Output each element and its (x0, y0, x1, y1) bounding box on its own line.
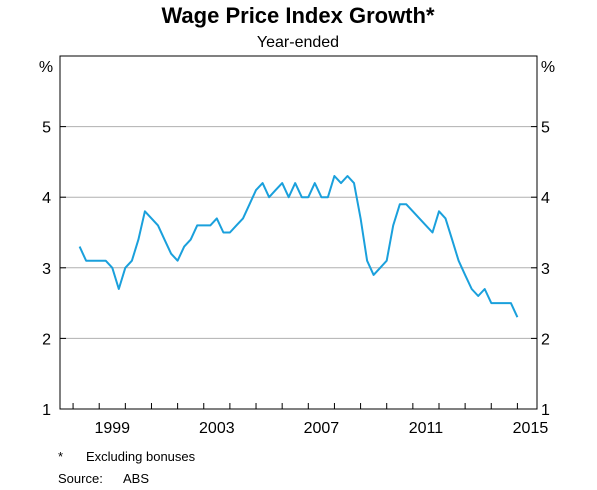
y-tick-label-left: 3 (42, 261, 51, 278)
chart-subtitle: Year-ended (257, 34, 339, 51)
plot-frame (59, 55, 538, 410)
source-label: Source: (58, 471, 103, 486)
y-tick-label-right: 4 (541, 190, 550, 207)
source-value: ABS (123, 471, 150, 486)
y-tick-label-right: 1 (541, 402, 550, 419)
y-tick-label-left: 2 (42, 331, 51, 348)
x-tick-label: 1999 (94, 420, 130, 437)
chart-title: Wage Price Index Growth* (161, 3, 434, 28)
y-tick-label-left: 5 (42, 120, 51, 137)
x-tick-label: 2015 (513, 420, 549, 437)
x-tick-label: 2007 (304, 420, 340, 437)
y-unit-left: % (39, 59, 53, 76)
y-tick-label-right: 3 (541, 261, 550, 278)
series-group (78, 175, 519, 318)
x-tick-label: 2011 (409, 420, 444, 437)
y-tick-label-left: 4 (42, 190, 51, 207)
footnote-marker: * (58, 449, 64, 464)
footnote-text: Excluding bonuses (86, 449, 196, 464)
y-axis-ticks: 1 1 2 2 3 3 4 4 5 5 (42, 120, 550, 419)
y-unit-right: % (541, 59, 555, 76)
y-tick-label-right: 2 (541, 331, 550, 348)
x-axis-ticks: 1999 2003 2007 2011 2015 (72, 403, 549, 437)
x-tick-label: 2003 (199, 420, 235, 437)
series-line (78, 175, 519, 318)
y-tick-label-right: 5 (541, 120, 550, 137)
y-tick-label-left: 1 (42, 402, 51, 419)
gridlines (60, 126, 537, 339)
